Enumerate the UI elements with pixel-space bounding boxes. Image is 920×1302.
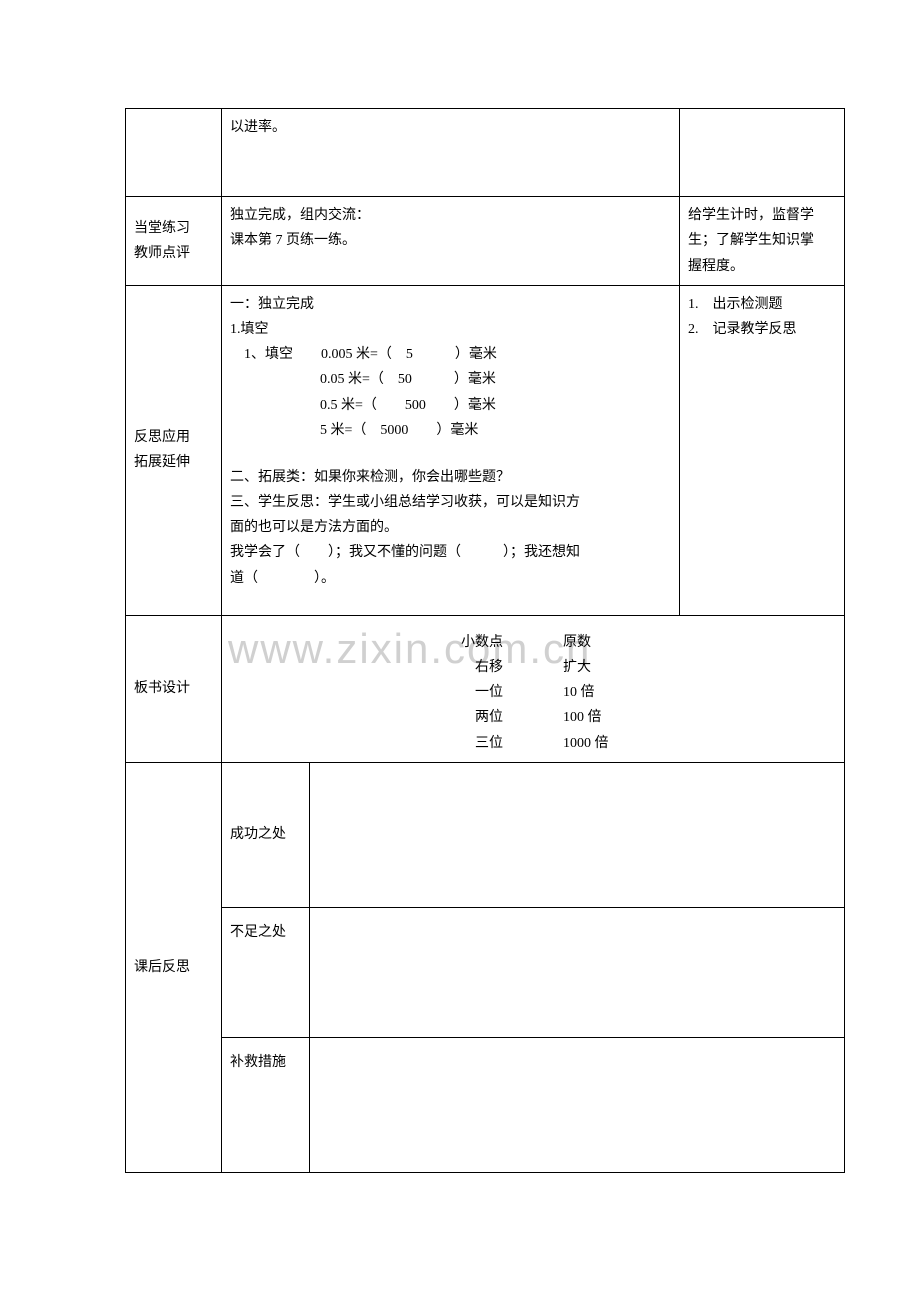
table-row: 当堂练习 教师点评 独立完成，组内交流： 课本第 7 页练一练。 给学生计时，监… xyxy=(126,197,845,286)
cell-r5-content3 xyxy=(310,1037,845,1172)
lesson-plan-table: 以进率。 当堂练习 教师点评 独立完成，组内交流： 课本第 7 页练一练。 给学… xyxy=(125,108,845,1173)
cell-r5-content1 xyxy=(310,762,845,907)
label-line: 当堂练习 xyxy=(134,216,213,241)
table-row: 板书设计 小数点 原数 右移 扩大 一位 10 倍 两位 100 倍 xyxy=(126,615,845,762)
text-line: 课本第 7 页练一练。 xyxy=(230,228,671,253)
table-row: 以进率。 xyxy=(126,109,845,197)
cell-r2-c4: 给学生计时，监督学 生；了解学生知识掌 握程度。 xyxy=(680,197,845,286)
board-left: 三位 xyxy=(443,731,533,756)
text-line: 2. 记录教学反思 xyxy=(688,317,836,342)
table-row: 反思应用 拓展延伸 一：独立完成 1.填空 1、填空 0.005 米=（ 5 ）… xyxy=(126,285,845,615)
label-line: 拓展延伸 xyxy=(134,450,213,475)
cell-r3-c4: 1. 出示检测题 2. 记录教学反思 xyxy=(680,285,845,615)
table-row: 课后反思 成功之处 xyxy=(126,762,845,907)
label-line: 课后反思 xyxy=(134,955,213,980)
text-line: 以进率。 xyxy=(230,115,671,140)
label-line: 反思应用 xyxy=(134,425,213,450)
cell-r4-board: 小数点 原数 右移 扩大 一位 10 倍 两位 100 倍 三位 1000 xyxy=(222,615,845,762)
cell-r5-content2 xyxy=(310,907,845,1037)
text-line: 我学会了（ ）；我又不懂的问题（ ）；我还想知 xyxy=(230,540,671,565)
text-line: 1. 出示检测题 xyxy=(688,292,836,317)
text-line: 三、学生反思：学生或小组总结学习收获，可以是知识方 xyxy=(230,490,671,515)
table-row: 补救措施 xyxy=(126,1037,845,1172)
text-line: 0.5 米=（ 500 ）毫米 xyxy=(230,393,671,418)
cell-r2-c1: 当堂练习 教师点评 xyxy=(126,197,222,286)
text-line: 给学生计时，监督学 xyxy=(688,203,836,228)
table-row: 不足之处 xyxy=(126,907,845,1037)
board-right: 扩大 xyxy=(533,655,623,680)
board-left: 右移 xyxy=(443,655,533,680)
label-line: 成功之处 xyxy=(230,822,301,847)
board-left: 两位 xyxy=(443,705,533,730)
board-row: 小数点 原数 xyxy=(230,630,836,655)
label-line: 教师点评 xyxy=(134,241,213,266)
cell-r5-sub2: 不足之处 xyxy=(222,907,310,1037)
cell-r1-c1 xyxy=(126,109,222,197)
cell-r2-c3: 独立完成，组内交流： 课本第 7 页练一练。 xyxy=(222,197,680,286)
label-line: 板书设计 xyxy=(134,676,213,701)
cell-r5-sub1: 成功之处 xyxy=(222,762,310,907)
text-line: 独立完成，组内交流： xyxy=(230,203,671,228)
text-line: 道（ ）。 xyxy=(230,566,671,591)
text-line: 握程度。 xyxy=(688,254,836,279)
cell-r5-c1: 课后反思 xyxy=(126,762,222,1172)
cell-r1-c3: 以进率。 xyxy=(222,109,680,197)
text-line: 0.05 米=（ 50 ）毫米 xyxy=(230,367,671,392)
cell-r4-c1: 板书设计 xyxy=(126,615,222,762)
board-right: 10 倍 xyxy=(533,680,623,705)
board-right: 1000 倍 xyxy=(533,731,623,756)
label-line: 补救措施 xyxy=(230,1050,301,1075)
text-line: 二、拓展类：如果你来检测，你会出哪些题？ xyxy=(230,465,671,490)
text-line: 1、填空 0.005 米=（ 5 ）毫米 xyxy=(230,342,671,367)
cell-r3-c1: 反思应用 拓展延伸 xyxy=(126,285,222,615)
board-row: 三位 1000 倍 xyxy=(230,731,836,756)
board-left: 一位 xyxy=(443,680,533,705)
text-line: 生；了解学生知识掌 xyxy=(688,228,836,253)
text-line: 一：独立完成 xyxy=(230,292,671,317)
text-line: 1.填空 xyxy=(230,317,671,342)
board-row: 两位 100 倍 xyxy=(230,705,836,730)
board-row: 一位 10 倍 xyxy=(230,680,836,705)
board-right: 原数 xyxy=(533,630,623,655)
label-line: 不足之处 xyxy=(230,920,301,945)
board-right: 100 倍 xyxy=(533,705,623,730)
text-line: 面的也可以是方法方面的。 xyxy=(230,515,671,540)
cell-r1-c4 xyxy=(680,109,845,197)
board-left: 小数点 xyxy=(443,630,533,655)
cell-r3-c3: 一：独立完成 1.填空 1、填空 0.005 米=（ 5 ）毫米 0.05 米=… xyxy=(222,285,680,615)
cell-r5-sub3: 补救措施 xyxy=(222,1037,310,1172)
text-line: 5 米=（ 5000 ）毫米 xyxy=(230,418,671,443)
board-row: 右移 扩大 xyxy=(230,655,836,680)
